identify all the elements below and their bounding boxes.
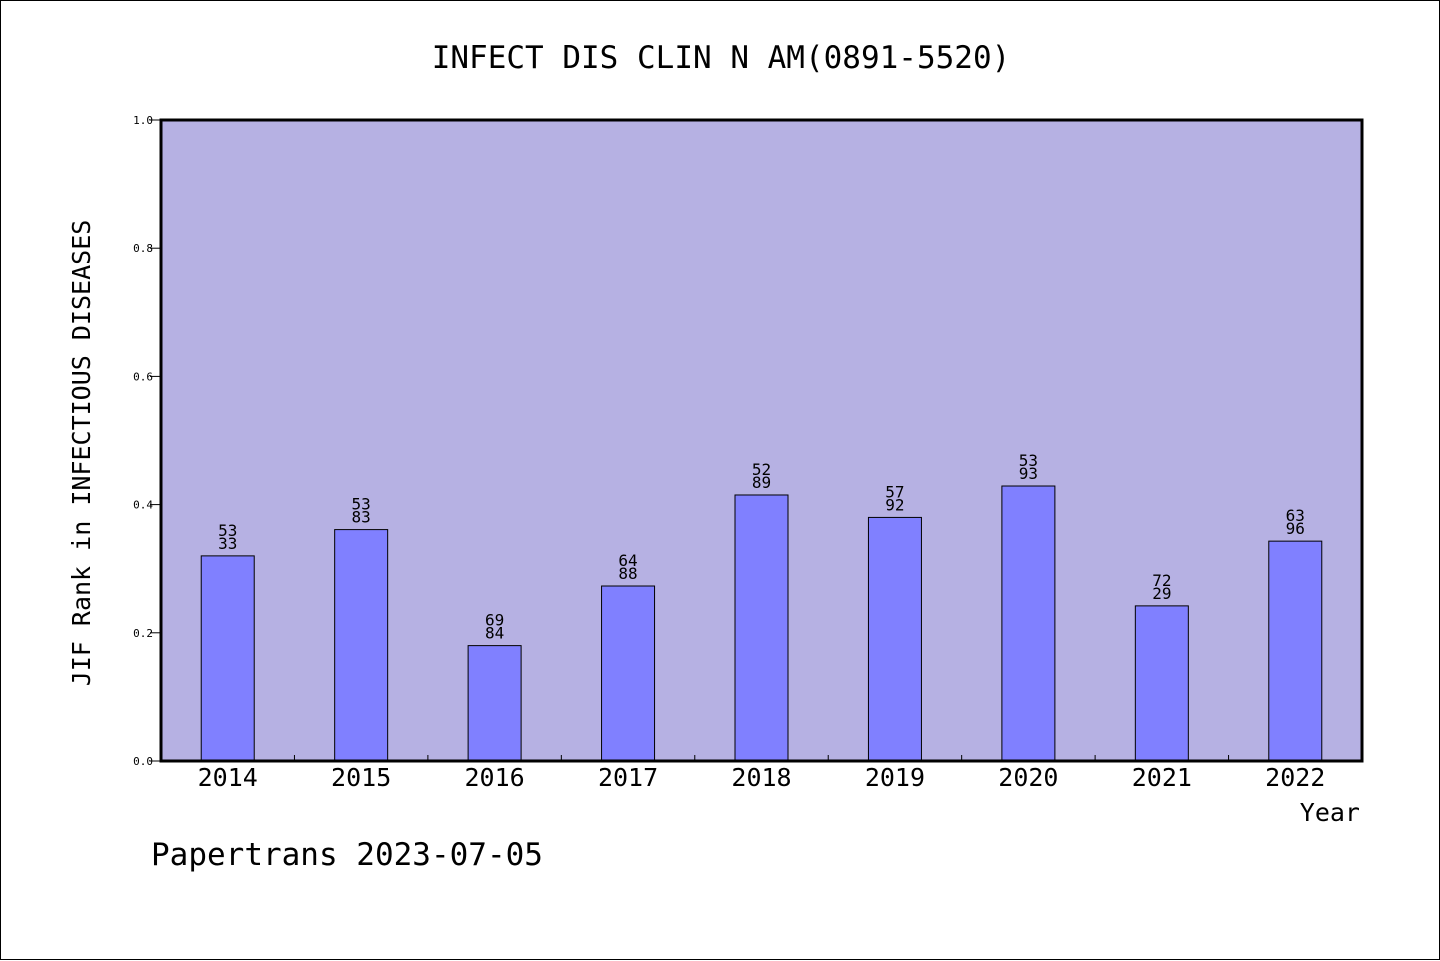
- bar-2016: [467, 645, 522, 762]
- plot-border: [159, 118, 1364, 763]
- bar-2020: [1001, 485, 1056, 762]
- x-tick-label-2014: 2014: [198, 763, 258, 792]
- bar-2019: [867, 516, 922, 762]
- x-tick-label-2016: 2016: [465, 763, 525, 792]
- x-tick-label-2020: 2020: [998, 763, 1058, 792]
- data-label-2018: 89: [752, 473, 771, 492]
- y-tick-label: 0.4: [133, 499, 153, 512]
- data-label-2017: 88: [618, 564, 637, 583]
- bar-2017: [601, 585, 656, 762]
- y-axis-label: JIF Rank in INFECTIOUS DISEASES: [67, 220, 96, 687]
- bar-2015: [334, 529, 389, 762]
- x-tick-label-2018: 2018: [731, 763, 791, 792]
- chart-title: INFECT DIS CLIN N AM(0891-5520): [432, 40, 1011, 76]
- y-tick-label: 0.2: [133, 627, 153, 640]
- data-label-2019: 92: [885, 495, 904, 514]
- x-tick-label-2017: 2017: [598, 763, 658, 792]
- y-tick-label: 0.0: [133, 755, 153, 768]
- data-label-2016: 69: [485, 611, 504, 630]
- y-tick-label: 0.6: [133, 370, 153, 383]
- x-tick-label-2022: 2022: [1265, 763, 1325, 792]
- bar-2022: [1268, 540, 1323, 762]
- data-label-2015: 83: [352, 508, 371, 527]
- data-label-2021: 29: [1152, 584, 1171, 603]
- x-axis-label: Year: [1300, 798, 1360, 827]
- x-tick-label-2019: 2019: [865, 763, 925, 792]
- bars: [200, 485, 1323, 762]
- data-label-2016: 84: [485, 624, 504, 643]
- data-label-2015: 53: [352, 495, 371, 514]
- y-axis-ticks: 0.0 0.2 0.4 0.6 0.8 1.0: [133, 114, 161, 768]
- x-tick-label-2015: 2015: [331, 763, 391, 792]
- data-label-2014: 53: [218, 521, 237, 540]
- bar-2014: [200, 555, 255, 762]
- bar-2021: [1134, 605, 1189, 762]
- y-tick-label: 0.8: [133, 242, 153, 255]
- data-label-2018: 52: [752, 460, 771, 479]
- data-label-2021: 72: [1152, 571, 1171, 590]
- data-label-2022: 63: [1286, 506, 1305, 525]
- data-label-2020: 93: [1019, 464, 1038, 483]
- data-label-2022: 96: [1286, 519, 1305, 538]
- data-label-2020: 53: [1019, 451, 1038, 470]
- data-label-2014: 33: [218, 534, 237, 553]
- y-tick-label: 1.0: [133, 114, 153, 127]
- x-axis-ticks: 2014 2015 2016 2017 2018 2019 2020 2021 2022: [198, 755, 1325, 792]
- footer-watermark: Papertrans 2023-07-05: [151, 837, 543, 873]
- data-label-2019: 57: [885, 482, 904, 501]
- x-tick-label-2021: 2021: [1132, 763, 1192, 792]
- bar-2018: [734, 494, 789, 762]
- data-label-2017: 64: [618, 551, 637, 570]
